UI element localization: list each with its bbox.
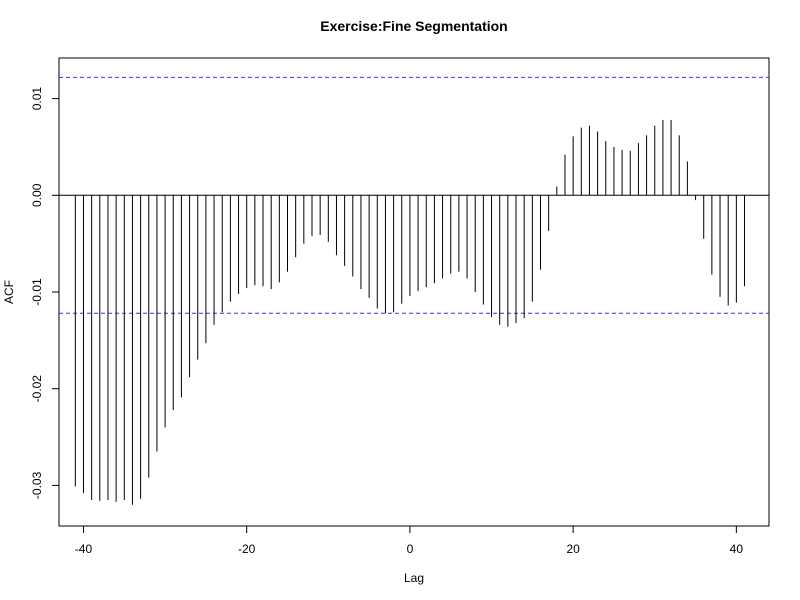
x-tick-label: 0 (407, 542, 414, 556)
y-tick-label: 0.01 (30, 87, 44, 111)
x-tick-label: -40 (75, 542, 93, 556)
y-tick-label: -0.02 (30, 375, 44, 403)
x-axis-label: Lag (404, 571, 424, 585)
y-tick-label: -0.03 (30, 471, 44, 499)
x-tick-label: -20 (238, 542, 256, 556)
y-tick-label: -0.01 (30, 278, 44, 306)
x-tick-label: 40 (730, 542, 744, 556)
chart-marks: -40 -20 0 20 40 0.01 0.00 -0.01 -0.02 -0.03 (30, 57, 770, 556)
chart-title: Exercise:Fine Segmentation (320, 18, 508, 34)
y-tick-label: 0.00 (30, 183, 44, 207)
y-axis-label: ACF (2, 280, 16, 304)
x-tick-label: 20 (566, 542, 580, 556)
